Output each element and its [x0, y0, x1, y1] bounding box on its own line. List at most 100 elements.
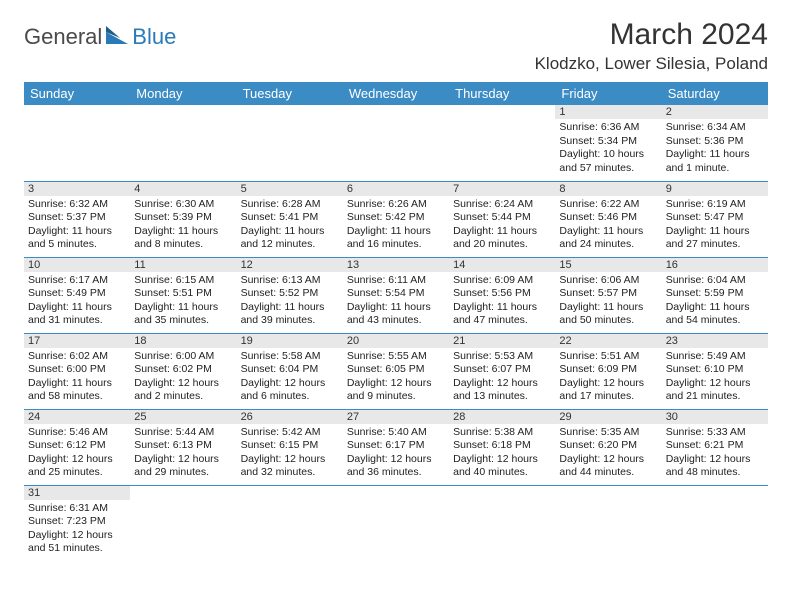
sunset-text: Sunset: 5:34 PM: [559, 135, 657, 149]
daylight-text: Daylight: 11 hours and 8 minutes.: [134, 225, 232, 252]
sunset-text: Sunset: 6:20 PM: [559, 439, 657, 453]
sunrise-text: Sunrise: 5:35 AM: [559, 426, 657, 440]
sunset-text: Sunset: 5:37 PM: [28, 211, 126, 225]
daylight-text: Daylight: 11 hours and 1 minute.: [666, 148, 764, 175]
calendar-cell: [24, 105, 130, 181]
daylight-text: Daylight: 12 hours and 9 minutes.: [347, 377, 445, 404]
logo-mark-icon: [106, 26, 128, 49]
day-number: 25: [130, 410, 236, 424]
calendar-cell: [449, 485, 555, 561]
day-number: 30: [662, 410, 768, 424]
daylight-text: Daylight: 11 hours and 54 minutes.: [666, 301, 764, 328]
day-details: Sunrise: 5:51 AMSunset: 6:09 PMDaylight:…: [555, 348, 661, 409]
day-details: Sunrise: 5:44 AMSunset: 6:13 PMDaylight:…: [130, 424, 236, 485]
sunrise-text: Sunrise: 5:38 AM: [453, 426, 551, 440]
sunset-text: Sunset: 5:49 PM: [28, 287, 126, 301]
daylight-text: Daylight: 11 hours and 47 minutes.: [453, 301, 551, 328]
location: Klodzko, Lower Silesia, Poland: [535, 54, 768, 74]
sunrise-text: Sunrise: 6:36 AM: [559, 121, 657, 135]
calendar-cell: 18Sunrise: 6:00 AMSunset: 6:02 PMDayligh…: [130, 333, 236, 409]
day-number: 14: [449, 258, 555, 272]
day-number: 17: [24, 334, 130, 348]
sunset-text: Sunset: 5:54 PM: [347, 287, 445, 301]
sunset-text: Sunset: 5:36 PM: [666, 135, 764, 149]
day-details: Sunrise: 5:35 AMSunset: 6:20 PMDaylight:…: [555, 424, 661, 485]
sunset-text: Sunset: 6:09 PM: [559, 363, 657, 377]
day-details: Sunrise: 5:58 AMSunset: 6:04 PMDaylight:…: [237, 348, 343, 409]
sunset-text: Sunset: 5:47 PM: [666, 211, 764, 225]
day-details: Sunrise: 6:36 AMSunset: 5:34 PMDaylight:…: [555, 119, 661, 180]
daylight-text: Daylight: 11 hours and 12 minutes.: [241, 225, 339, 252]
day-details: Sunrise: 6:06 AMSunset: 5:57 PMDaylight:…: [555, 272, 661, 333]
day-number: 2: [662, 105, 768, 119]
daylight-text: Daylight: 11 hours and 5 minutes.: [28, 225, 126, 252]
day-number: 1: [555, 105, 661, 119]
calendar-cell: [237, 105, 343, 181]
sunset-text: Sunset: 5:44 PM: [453, 211, 551, 225]
calendar-cell: 2Sunrise: 6:34 AMSunset: 5:36 PMDaylight…: [662, 105, 768, 181]
day-number: 12: [237, 258, 343, 272]
daylight-text: Daylight: 12 hours and 44 minutes.: [559, 453, 657, 480]
calendar-table: SundayMondayTuesdayWednesdayThursdayFrid…: [24, 82, 768, 561]
day-number: 24: [24, 410, 130, 424]
day-details: Sunrise: 6:13 AMSunset: 5:52 PMDaylight:…: [237, 272, 343, 333]
calendar-cell: 9Sunrise: 6:19 AMSunset: 5:47 PMDaylight…: [662, 181, 768, 257]
sunrise-text: Sunrise: 6:09 AM: [453, 274, 551, 288]
sunrise-text: Sunrise: 5:46 AM: [28, 426, 126, 440]
sunset-text: Sunset: 5:42 PM: [347, 211, 445, 225]
daylight-text: Daylight: 11 hours and 20 minutes.: [453, 225, 551, 252]
calendar-cell: 24Sunrise: 5:46 AMSunset: 6:12 PMDayligh…: [24, 409, 130, 485]
sunset-text: Sunset: 6:07 PM: [453, 363, 551, 377]
sunrise-text: Sunrise: 6:04 AM: [666, 274, 764, 288]
sunset-text: Sunset: 5:41 PM: [241, 211, 339, 225]
calendar-head: SundayMondayTuesdayWednesdayThursdayFrid…: [24, 82, 768, 105]
day-details: Sunrise: 5:33 AMSunset: 6:21 PMDaylight:…: [662, 424, 768, 485]
day-details: Sunrise: 6:04 AMSunset: 5:59 PMDaylight:…: [662, 272, 768, 333]
sunrise-text: Sunrise: 5:55 AM: [347, 350, 445, 364]
day-details: Sunrise: 6:31 AMSunset: 7:23 PMDaylight:…: [24, 500, 130, 561]
sunrise-text: Sunrise: 5:51 AM: [559, 350, 657, 364]
sunrise-text: Sunrise: 6:13 AM: [241, 274, 339, 288]
calendar-cell: 31Sunrise: 6:31 AMSunset: 7:23 PMDayligh…: [24, 485, 130, 561]
sunrise-text: Sunrise: 6:19 AM: [666, 198, 764, 212]
sunrise-text: Sunrise: 6:06 AM: [559, 274, 657, 288]
weekday-header: Friday: [555, 82, 661, 105]
daylight-text: Daylight: 12 hours and 51 minutes.: [28, 529, 126, 556]
day-number: 10: [24, 258, 130, 272]
sunset-text: Sunset: 6:13 PM: [134, 439, 232, 453]
sunset-text: Sunset: 5:39 PM: [134, 211, 232, 225]
calendar-cell: [343, 105, 449, 181]
sunset-text: Sunset: 6:02 PM: [134, 363, 232, 377]
sunset-text: Sunset: 6:00 PM: [28, 363, 126, 377]
sunrise-text: Sunrise: 6:32 AM: [28, 198, 126, 212]
calendar-cell: 29Sunrise: 5:35 AMSunset: 6:20 PMDayligh…: [555, 409, 661, 485]
weekday-header: Sunday: [24, 82, 130, 105]
day-number: 23: [662, 334, 768, 348]
calendar-cell: 12Sunrise: 6:13 AMSunset: 5:52 PMDayligh…: [237, 257, 343, 333]
daylight-text: Daylight: 11 hours and 43 minutes.: [347, 301, 445, 328]
day-number: 4: [130, 182, 236, 196]
daylight-text: Daylight: 11 hours and 16 minutes.: [347, 225, 445, 252]
sunset-text: Sunset: 6:18 PM: [453, 439, 551, 453]
day-details: Sunrise: 6:34 AMSunset: 5:36 PMDaylight:…: [662, 119, 768, 180]
month-title: March 2024: [535, 18, 768, 52]
logo-text-blue: Blue: [132, 24, 176, 50]
calendar-cell: 30Sunrise: 5:33 AMSunset: 6:21 PMDayligh…: [662, 409, 768, 485]
day-details: Sunrise: 6:32 AMSunset: 5:37 PMDaylight:…: [24, 196, 130, 257]
day-details: Sunrise: 5:38 AMSunset: 6:18 PMDaylight:…: [449, 424, 555, 485]
weekday-header: Wednesday: [343, 82, 449, 105]
day-details: Sunrise: 6:09 AMSunset: 5:56 PMDaylight:…: [449, 272, 555, 333]
daylight-text: Daylight: 12 hours and 48 minutes.: [666, 453, 764, 480]
sunrise-text: Sunrise: 5:44 AM: [134, 426, 232, 440]
sunrise-text: Sunrise: 5:49 AM: [666, 350, 764, 364]
weekday-header: Saturday: [662, 82, 768, 105]
calendar-cell: 16Sunrise: 6:04 AMSunset: 5:59 PMDayligh…: [662, 257, 768, 333]
calendar-cell: [449, 105, 555, 181]
sunrise-text: Sunrise: 6:24 AM: [453, 198, 551, 212]
calendar-cell: 14Sunrise: 6:09 AMSunset: 5:56 PMDayligh…: [449, 257, 555, 333]
calendar-cell: 20Sunrise: 5:55 AMSunset: 6:05 PMDayligh…: [343, 333, 449, 409]
calendar-cell: 26Sunrise: 5:42 AMSunset: 6:15 PMDayligh…: [237, 409, 343, 485]
calendar-cell: 27Sunrise: 5:40 AMSunset: 6:17 PMDayligh…: [343, 409, 449, 485]
daylight-text: Daylight: 12 hours and 2 minutes.: [134, 377, 232, 404]
calendar-cell: 23Sunrise: 5:49 AMSunset: 6:10 PMDayligh…: [662, 333, 768, 409]
